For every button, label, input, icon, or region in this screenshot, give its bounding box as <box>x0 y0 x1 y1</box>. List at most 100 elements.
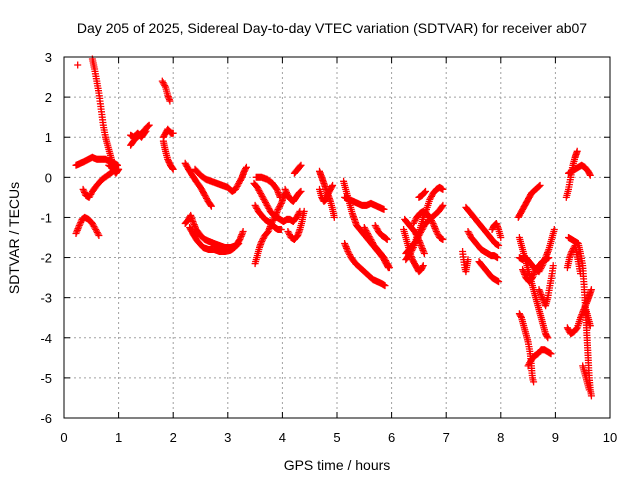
data-point <box>549 262 557 270</box>
data-point <box>283 188 290 196</box>
data-point <box>284 228 292 235</box>
data-point <box>550 226 558 233</box>
data-point <box>577 270 584 278</box>
data-point <box>296 162 304 170</box>
data-point <box>75 222 83 229</box>
data-point <box>276 202 284 210</box>
data-point <box>521 270 529 278</box>
data-point <box>530 378 538 386</box>
y-tick-label: -5 <box>40 371 52 386</box>
data-point <box>235 240 243 247</box>
data-point <box>275 190 283 198</box>
plot-frame <box>63 56 611 419</box>
y-tick-label: 3 <box>45 50 52 65</box>
data-point <box>161 82 169 90</box>
data-point <box>497 234 505 241</box>
data-point <box>385 264 393 272</box>
data-point <box>277 226 285 233</box>
data-point <box>380 205 388 213</box>
data-point <box>495 242 503 249</box>
data-point <box>259 235 267 242</box>
data-point <box>79 185 87 193</box>
data-point <box>368 237 376 245</box>
data-point <box>524 362 532 370</box>
data-point <box>411 217 419 224</box>
data-point <box>282 187 290 195</box>
data-point <box>385 262 393 270</box>
data-point <box>94 230 102 238</box>
data-point <box>585 386 593 394</box>
data-point <box>264 228 272 235</box>
data-point <box>369 239 376 246</box>
data-point <box>329 181 337 189</box>
data-point <box>73 226 81 234</box>
data-point <box>330 213 338 221</box>
data-point <box>420 250 428 257</box>
data-point <box>254 185 262 193</box>
data-point <box>545 254 553 262</box>
data-point <box>259 236 266 244</box>
y-tick-label: -2 <box>40 251 52 266</box>
y-axis-label: SDTVAR / TECUs <box>6 182 22 294</box>
x-tick-label: 1 <box>115 430 122 445</box>
data-point <box>276 193 284 201</box>
data-point <box>380 254 388 262</box>
data-point <box>207 201 215 209</box>
data-point <box>466 231 474 238</box>
data-point <box>439 185 447 193</box>
data-points <box>72 55 595 400</box>
x-tick-label: 2 <box>170 430 177 445</box>
data-point <box>414 230 422 238</box>
data-point <box>429 220 437 227</box>
data-point <box>421 188 429 196</box>
grid-lines <box>64 57 610 418</box>
data-point <box>265 204 273 212</box>
data-point <box>297 161 305 169</box>
data-point <box>75 223 83 231</box>
data-point <box>568 248 576 255</box>
data-point <box>93 229 101 236</box>
data-point <box>494 254 501 262</box>
y-tick-labels: 3 2 1 0 -1 -2 -3 -4 -5 -6 <box>40 50 52 426</box>
data-point <box>251 201 259 209</box>
data-point <box>418 243 426 251</box>
data-point <box>92 226 100 233</box>
data-point <box>141 128 149 136</box>
data-point <box>406 250 414 257</box>
data-point <box>275 204 283 212</box>
chart-title: Day 205 of 2025, Sidereal Day-to-day VTE… <box>77 20 587 36</box>
data-point <box>257 189 265 197</box>
data-point <box>432 228 440 235</box>
data-point <box>257 191 265 199</box>
x-tick-label: 7 <box>443 430 450 445</box>
data-point <box>383 236 391 243</box>
data-point <box>74 61 82 69</box>
data-point <box>517 312 525 320</box>
data-point <box>95 232 103 239</box>
data-point <box>413 234 421 241</box>
data-point <box>296 189 303 197</box>
x-tick-label: 10 <box>603 430 617 445</box>
data-point <box>273 185 281 193</box>
data-point <box>242 163 250 171</box>
data-point <box>233 182 241 190</box>
data-point <box>407 248 415 256</box>
data-point <box>430 223 438 231</box>
data-point <box>428 218 436 226</box>
data-point <box>536 289 544 297</box>
data-point <box>363 228 371 236</box>
data-point <box>383 235 390 243</box>
data-point <box>190 219 197 227</box>
data-point <box>433 229 441 237</box>
data-point <box>346 251 354 258</box>
data-point <box>166 97 174 105</box>
data-point <box>529 272 537 280</box>
x-tick-label: 6 <box>388 430 395 445</box>
data-point <box>544 334 552 342</box>
data-point <box>563 324 571 332</box>
x-tick-label: 4 <box>279 430 286 445</box>
data-point <box>261 197 269 205</box>
data-point <box>72 230 80 237</box>
data-point <box>93 227 100 235</box>
data-point <box>203 194 210 202</box>
